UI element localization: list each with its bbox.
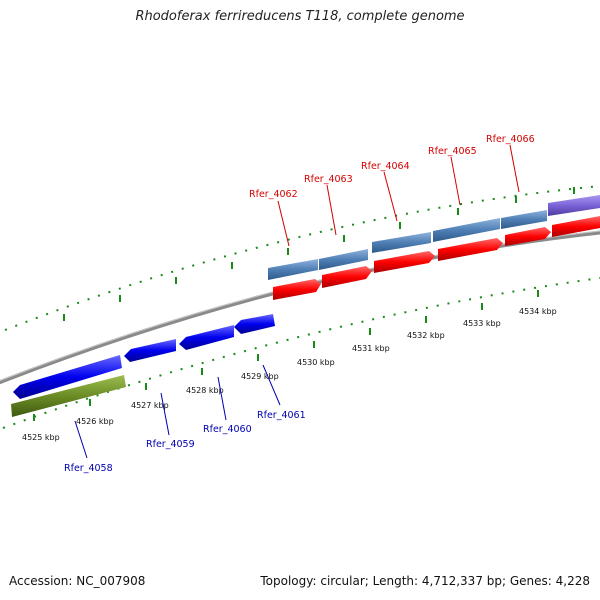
leader-line: [450, 156, 461, 206]
cds-arrow-rfer-4061[interactable]: [234, 314, 275, 334]
major-ticks: [33, 187, 575, 421]
tick-label-4534: 4534 kbp: [519, 307, 557, 316]
leader-line: [74, 420, 88, 459]
cds-arrow-rfer-4067[interactable]: [552, 216, 600, 237]
forward-gene-track: [268, 195, 600, 280]
gene-label-rfer-4059[interactable]: Rfer_4059: [146, 439, 195, 450]
accession-label: Accession: NC_007908: [9, 574, 146, 588]
cds-arrow-rfer-4058[interactable]: [13, 355, 122, 399]
tick-label-4532: 4532 kbp: [407, 331, 445, 340]
outer-tick-ring: [4, 185, 600, 331]
gene-bar-rfer-4058[interactable]: [11, 375, 126, 417]
leader-line: [160, 392, 170, 436]
gene-label-rfer-4064[interactable]: Rfer_4064: [361, 161, 410, 172]
scale-labels: 4525 kbp 4526 kbp 4527 kbp 4528 kbp 4529…: [22, 307, 557, 442]
cds-arrow-rfer-4063[interactable]: [322, 266, 372, 288]
forward-cds-track: [273, 216, 600, 300]
gene-bar-rfer-4062[interactable]: [268, 259, 318, 280]
gene-label-rfer-4060[interactable]: Rfer_4060: [203, 424, 252, 435]
tick-label-4527: 4527 kbp: [131, 401, 169, 410]
tick-label-4528: 4528 kbp: [186, 386, 224, 395]
gene-label-rfer-4058[interactable]: Rfer_4058: [64, 463, 113, 474]
inner-tick-ring: [2, 277, 600, 429]
tick-label-4529: 4529 kbp: [241, 372, 279, 381]
gene-bar-rfer-4065[interactable]: [433, 218, 500, 242]
leader-line: [217, 376, 227, 421]
gene-label-rfer-4061[interactable]: Rfer_4061: [257, 410, 306, 421]
reverse-cds-track: [13, 314, 275, 399]
gene-bar-rfer-4066[interactable]: [501, 210, 547, 229]
gene-bar-rfer-4064[interactable]: [372, 232, 431, 253]
tick-label-4530: 4530 kbp: [297, 358, 335, 367]
feature-bar-other[interactable]: [548, 195, 600, 216]
leader-line: [277, 200, 290, 247]
gene-label-rfer-4066[interactable]: Rfer_4066: [486, 134, 535, 145]
cds-arrow-rfer-4062[interactable]: [273, 279, 321, 300]
leader-line: [509, 144, 520, 193]
genome-summary: Topology: circular; Length: 4,712,337 bp…: [260, 574, 590, 588]
reverse-gene-labels: Rfer_4058 Rfer_4059 Rfer_4060 Rfer_4061: [64, 364, 306, 474]
leader-line: [326, 184, 337, 236]
tick-label-4526: 4526 kbp: [76, 417, 114, 426]
leader-line: [383, 171, 398, 222]
genome-title: Rhodoferax ferrireducens T118, complete …: [135, 9, 465, 24]
tick-label-4531: 4531 kbp: [352, 344, 390, 353]
gene-label-rfer-4062[interactable]: Rfer_4062: [249, 189, 298, 200]
cds-arrow-rfer-4060[interactable]: [179, 325, 234, 350]
tick-label-4525: 4525 kbp: [22, 433, 60, 442]
gene-bar-rfer-4063[interactable]: [319, 249, 368, 270]
cds-arrow-rfer-4066[interactable]: [505, 227, 551, 246]
gene-label-rfer-4065[interactable]: Rfer_4065: [428, 146, 477, 157]
cds-arrow-rfer-4059[interactable]: [124, 339, 176, 362]
cds-arrow-rfer-4065[interactable]: [438, 238, 503, 261]
leader-line: [262, 364, 281, 406]
forward-gene-labels: Rfer_4062 Rfer_4063 Rfer_4064 Rfer_4065 …: [249, 134, 535, 247]
gene-label-rfer-4063[interactable]: Rfer_4063: [304, 174, 353, 185]
cds-arrow-rfer-4064[interactable]: [374, 251, 435, 273]
tick-label-4533: 4533 kbp: [463, 319, 501, 328]
